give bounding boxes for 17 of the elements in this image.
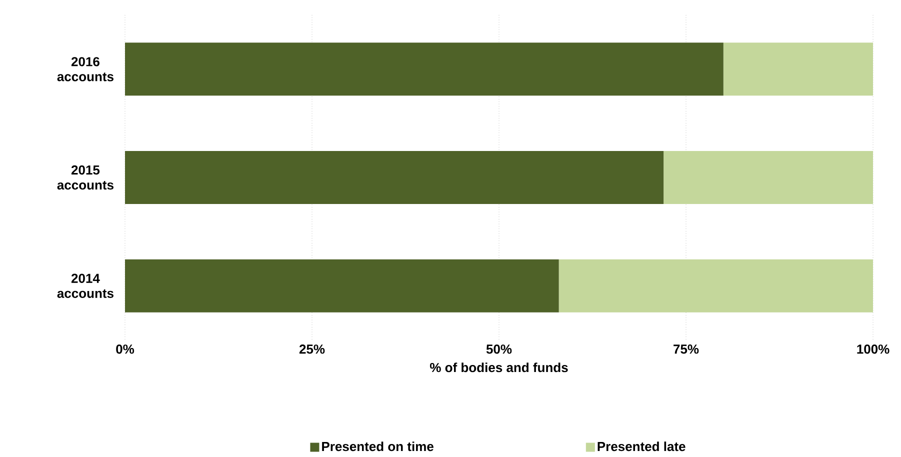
x-tick-label: 0% <box>116 344 134 354</box>
y-tick-label: 2014 accounts <box>57 274 114 298</box>
bar <box>125 259 559 312</box>
bar <box>664 151 874 204</box>
bar <box>558 259 874 312</box>
legend-label: Presented late <box>598 442 686 452</box>
x-tick-label: 100% <box>857 344 890 354</box>
bar <box>125 151 664 204</box>
bar <box>723 42 874 96</box>
bar <box>125 42 724 96</box>
x-tick-label: 75% <box>674 344 699 354</box>
x-tick-label: 50% <box>486 344 512 354</box>
x-tick-label: 25% <box>299 344 325 354</box>
legend-label: Presented on time <box>322 442 434 452</box>
y-tick-label: 2015 accounts <box>57 165 114 190</box>
y-tick-label: 2016 accounts <box>57 57 114 82</box>
x-axis-title: % of bodies and funds <box>430 362 568 372</box>
